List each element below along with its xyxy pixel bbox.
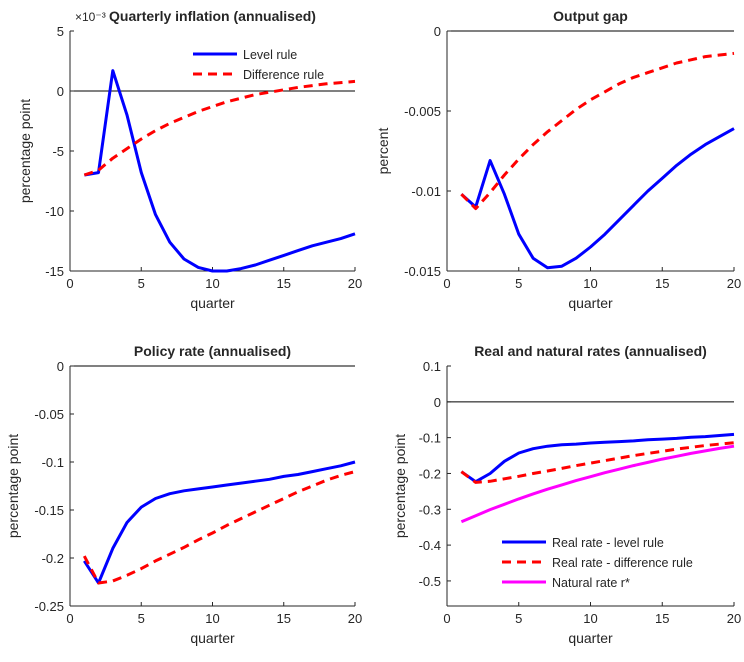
chart-title: Real and natural rates (annualised) bbox=[474, 343, 707, 359]
y-tick-label: -0.4 bbox=[419, 538, 441, 553]
y-tick-label: 0.1 bbox=[423, 359, 441, 374]
x-tick-label: 0 bbox=[443, 276, 450, 291]
x-tick-label: 15 bbox=[277, 276, 291, 291]
y-axis-label: percentage point bbox=[5, 434, 21, 538]
y-axis-label: percentage point bbox=[17, 99, 33, 203]
y-tick-label: 5 bbox=[57, 24, 64, 39]
x-tick-label: 5 bbox=[138, 276, 145, 291]
series-line-2 bbox=[83, 79, 356, 177]
legend-entry: Difference rule bbox=[243, 68, 324, 82]
chart-title: Quarterly inflation (annualised) bbox=[109, 8, 316, 24]
chart-panel-2: Output gap 0 5 10 15 20 -0.015 -0.01 -0.005 0 quar… bbox=[375, 8, 741, 311]
x-tick-label: 15 bbox=[277, 611, 291, 626]
legend-entry: Level rule bbox=[243, 48, 297, 62]
chart-panel-4: Real and natural rates (annualised) 0 5 10 1… bbox=[392, 343, 741, 646]
y-tick-label: -0.015 bbox=[404, 264, 441, 279]
y-tick-label: 0 bbox=[434, 24, 441, 39]
x-tick-label: 10 bbox=[583, 611, 597, 626]
y-tick-label: 0 bbox=[57, 84, 64, 99]
y-tick-label: 0 bbox=[434, 395, 441, 410]
x-tick-label: 10 bbox=[583, 276, 597, 291]
legend: Level rule Difference rule bbox=[193, 48, 324, 82]
x-tick-label: 20 bbox=[348, 611, 362, 626]
series-line-3 bbox=[460, 444, 735, 524]
y-axis-label: percentage point bbox=[392, 434, 408, 538]
y-tick-label: -0.2 bbox=[42, 551, 64, 566]
y-tick-label: -5 bbox=[52, 144, 64, 159]
legend-entry: Natural rate r* bbox=[552, 576, 630, 590]
x-tick-label: 20 bbox=[348, 276, 362, 291]
chart-panel-1: Quarterly inflation (annualised)×10⁻³ 0 5 1… bbox=[17, 8, 362, 311]
x-tick-label: 20 bbox=[727, 276, 741, 291]
legend: Real rate - level rule Real rate - differ… bbox=[502, 536, 693, 590]
chart-title: Output gap bbox=[553, 8, 628, 24]
legend-entry: Real rate - difference rule bbox=[552, 556, 693, 570]
x-tick-label: 20 bbox=[727, 611, 741, 626]
x-tick-label: 5 bbox=[138, 611, 145, 626]
series-line-2 bbox=[460, 51, 735, 211]
y-tick-label: -0.25 bbox=[34, 599, 64, 614]
series-line-2 bbox=[82, 470, 356, 585]
y-tick-label: -0.3 bbox=[419, 502, 441, 517]
x-tick-label: 0 bbox=[66, 611, 73, 626]
y-tick-label: -0.5 bbox=[419, 574, 441, 589]
x-tick-label: 0 bbox=[443, 611, 450, 626]
chart-title: Policy rate (annualised) bbox=[134, 343, 291, 359]
x-tick-label: 10 bbox=[205, 276, 219, 291]
chart-panel-3: Policy rate (annualised) 0 5 10 15 20 -0.25 -0.… bbox=[5, 343, 362, 646]
y-tick-label: -0.1 bbox=[42, 455, 64, 470]
y-tick-label: -15 bbox=[45, 264, 64, 279]
series-line-1 bbox=[84, 69, 356, 273]
x-axis-label: quarter bbox=[190, 295, 235, 311]
legend-entry: Real rate - level rule bbox=[552, 536, 664, 550]
x-axis-label: quarter bbox=[568, 295, 613, 311]
x-tick-label: 10 bbox=[205, 611, 219, 626]
series-line-1 bbox=[460, 127, 735, 270]
x-tick-label: 15 bbox=[655, 611, 669, 626]
series-line-2 bbox=[460, 441, 735, 484]
series-line-1 bbox=[460, 432, 735, 484]
y-tick-label: -0.05 bbox=[34, 407, 64, 422]
x-tick-label: 0 bbox=[66, 276, 73, 291]
y-tick-label: -0.15 bbox=[34, 503, 64, 518]
y-tick-label: -0.1 bbox=[419, 431, 441, 446]
y-tick-label: 0 bbox=[57, 359, 64, 374]
y-tick-label: -0.2 bbox=[419, 466, 441, 481]
y-tick-label: -10 bbox=[45, 204, 64, 219]
y-exponent-label: ×10⁻³ bbox=[75, 10, 106, 24]
y-axis-label: percent bbox=[375, 128, 391, 175]
x-axis-label: quarter bbox=[190, 630, 235, 646]
series-line-1 bbox=[83, 460, 356, 585]
y-tick-label: -0.01 bbox=[411, 184, 441, 199]
x-tick-label: 5 bbox=[515, 611, 522, 626]
x-axis-label: quarter bbox=[568, 630, 613, 646]
x-tick-label: 5 bbox=[515, 276, 522, 291]
x-tick-label: 15 bbox=[655, 276, 669, 291]
y-tick-label: -0.005 bbox=[404, 104, 441, 119]
